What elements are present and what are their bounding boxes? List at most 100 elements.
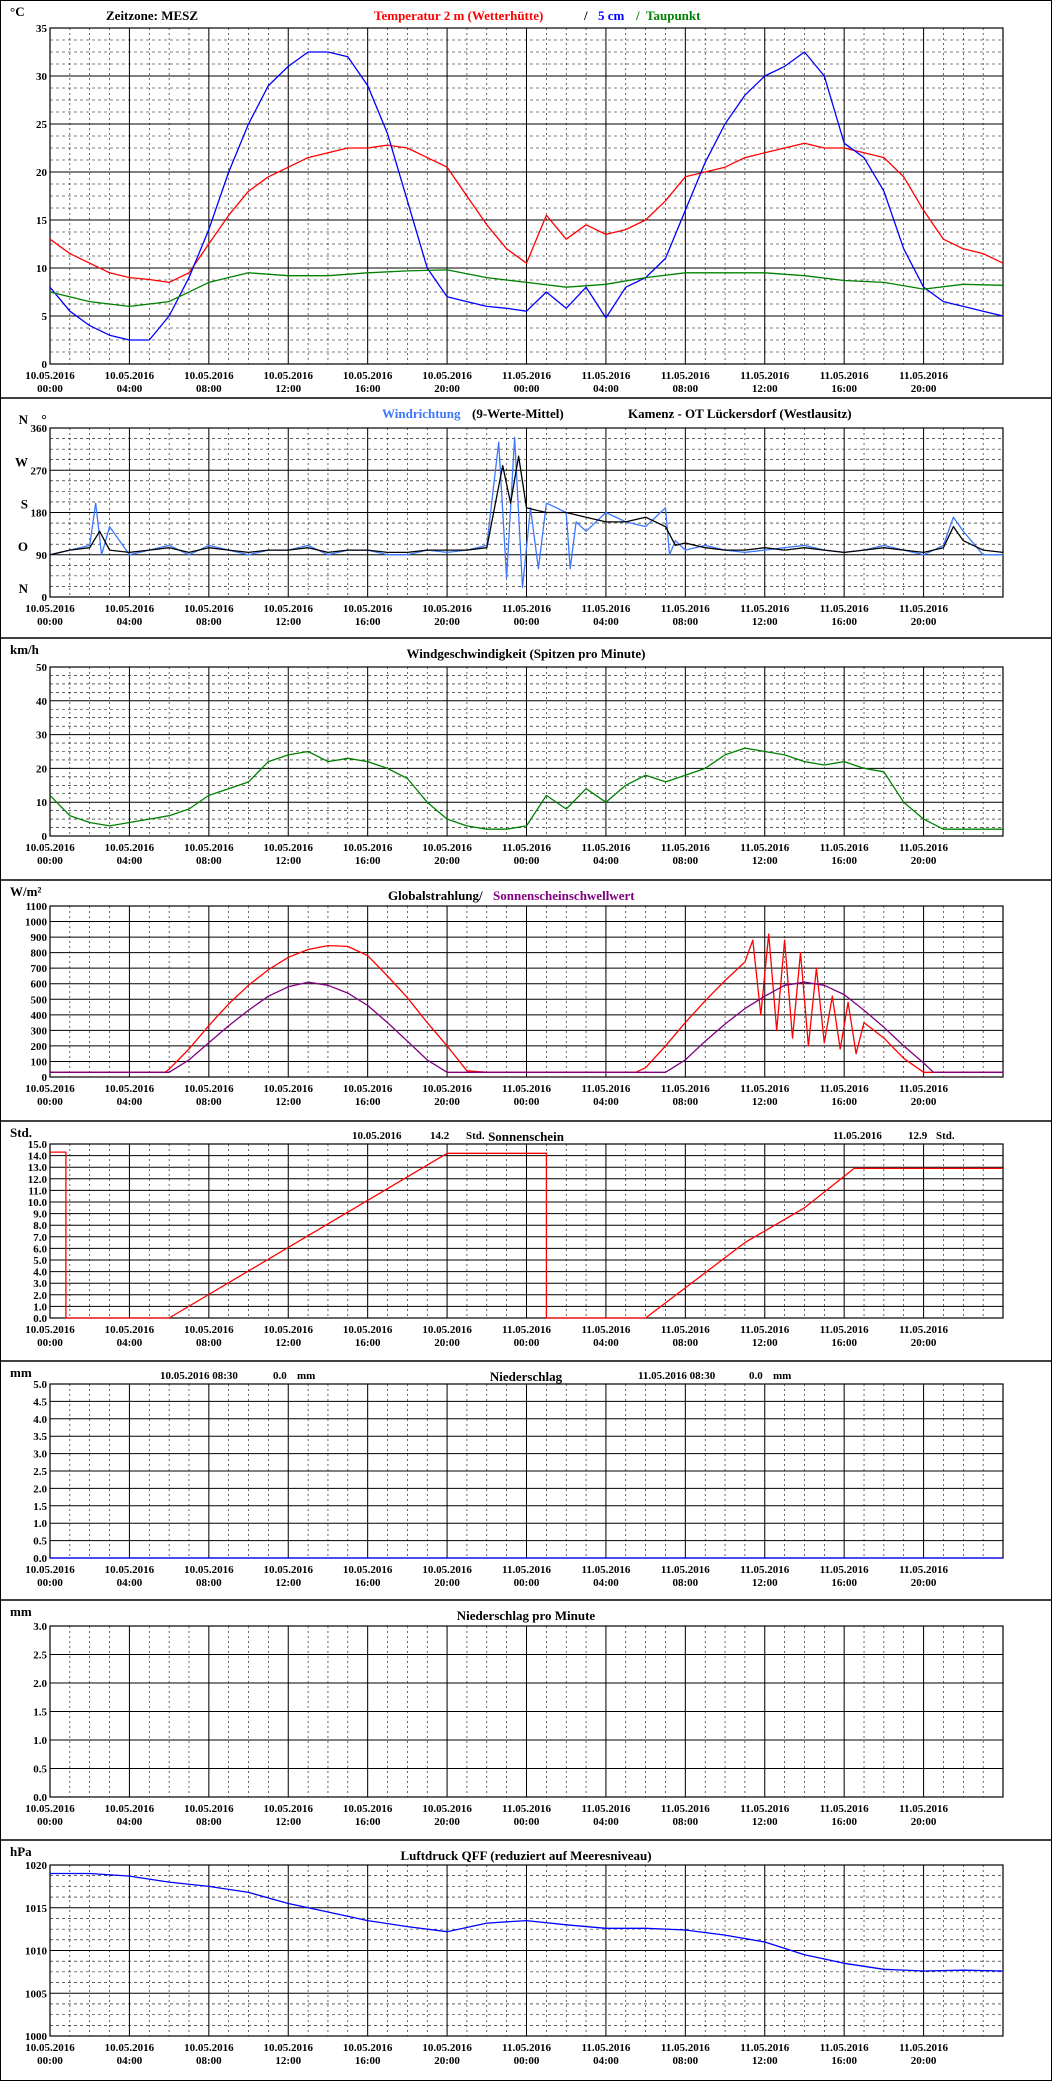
y-tick-label: 1005	[25, 1988, 48, 2000]
x-tick-time: 00:00	[37, 855, 63, 867]
x-tick-time: 04:00	[117, 2055, 143, 2067]
x-tick-date: 10.05.2016	[343, 1324, 393, 1336]
y-tick-label: 180	[31, 508, 48, 520]
x-tick-time: 08:00	[672, 1337, 698, 1349]
direction-label: W	[15, 454, 28, 469]
x-tick-date: 11.05.2016	[899, 842, 948, 854]
x-tick-date: 11.05.2016	[820, 842, 869, 854]
chart-title: Luftdruck QFF (reduziert auf Meeresnivea…	[400, 1848, 651, 1863]
x-tick-date: 10.05.2016	[105, 1564, 155, 1576]
direction-label: N	[19, 581, 29, 596]
y-tick-label: 300	[31, 1025, 48, 1037]
x-tick-time: 16:00	[355, 1096, 381, 1108]
x-tick-date: 10.05.2016	[25, 2042, 75, 2054]
x-tick-time: 00:00	[514, 1337, 540, 1349]
x-tick-date: 10.05.2016	[422, 1083, 472, 1095]
x-tick-time: 16:00	[355, 1337, 381, 1349]
x-tick-time: 20:00	[911, 1577, 937, 1589]
y-tick-label: 9.0	[33, 1209, 47, 1221]
x-tick-date: 10.05.2016	[184, 603, 234, 615]
x-tick-time: 00:00	[37, 1816, 63, 1828]
x-tick-time: 04:00	[117, 855, 143, 867]
x-tick-date: 10.05.2016	[25, 603, 75, 615]
x-tick-date: 10.05.2016	[343, 603, 393, 615]
x-tick-date: 11.05.2016	[581, 1803, 630, 1815]
direction-label: S	[21, 497, 28, 512]
x-tick-date: 10.05.2016	[184, 1083, 234, 1095]
x-tick-time: 04:00	[593, 616, 619, 628]
x-tick-date: 10.05.2016	[422, 603, 472, 615]
x-tick-time: 16:00	[355, 855, 381, 867]
x-tick-date: 10.05.2016	[105, 2042, 155, 2054]
plot-frame	[49, 427, 1004, 598]
x-tick-date: 10.05.2016	[422, 1324, 472, 1336]
x-tick-date: 11.05.2016	[899, 1803, 948, 1815]
y-tick-label: 1015	[25, 1903, 48, 1915]
y-tick-label: 2.0	[33, 1290, 47, 1302]
x-tick-date: 10.05.2016	[422, 842, 472, 854]
x-tick-time: 08:00	[196, 2055, 222, 2067]
chart-title-part: /	[635, 8, 640, 23]
series-line-global_radiation-1	[50, 981, 1003, 1073]
x-tick-date: 11.05.2016	[740, 1564, 789, 1576]
unit-label: hPa	[10, 1844, 32, 1859]
x-tick-date: 10.05.2016	[105, 1324, 155, 1336]
x-tick-date: 11.05.2016	[661, 1803, 710, 1815]
chart-title-part: Globalstrahlung/	[388, 888, 483, 903]
x-tick-date: 10.05.2016	[343, 842, 393, 854]
x-tick-date: 11.05.2016	[899, 370, 948, 382]
x-tick-time: 12:00	[752, 1816, 778, 1828]
x-tick-date: 11.05.2016	[502, 2042, 551, 2054]
y-tick-label: 5.0	[33, 1379, 47, 1391]
x-tick-time: 20:00	[911, 383, 937, 395]
x-tick-date: 11.05.2016	[581, 1324, 630, 1336]
chart-title-part: Sonnenscheinschwellwert	[493, 888, 635, 903]
day-total-unit: Std.	[466, 1130, 485, 1142]
x-tick-date: 11.05.2016	[820, 1083, 869, 1095]
series-line-temperature-0	[49, 142, 1004, 284]
chart-wind_speed: 0102030405010.05.201600:0010.05.201604:0…	[0, 637, 1052, 867]
x-tick-date: 11.05.2016	[740, 603, 789, 615]
y-tick-label: 1.0	[33, 1735, 47, 1747]
plot-frame	[49, 1625, 1004, 1798]
x-tick-time: 12:00	[275, 855, 301, 867]
x-tick-date: 11.05.2016	[502, 603, 551, 615]
x-tick-date: 11.05.2016	[899, 603, 948, 615]
x-tick-time: 04:00	[593, 1816, 619, 1828]
y-tick-label: 12.0	[28, 1174, 48, 1186]
x-tick-date: 11.05.2016	[502, 1083, 551, 1095]
x-tick-time: 08:00	[672, 1096, 698, 1108]
chart-title-part: Taupunkt	[646, 8, 701, 23]
y-tick-label: 200	[31, 1041, 48, 1053]
x-tick-date: 11.05.2016	[740, 2042, 789, 2054]
x-tick-date: 11.05.2016	[661, 1083, 710, 1095]
y-tick-label: 6.0	[33, 1243, 47, 1255]
x-tick-time: 08:00	[672, 855, 698, 867]
x-tick-date: 10.05.2016	[25, 1083, 75, 1095]
x-tick-date: 11.05.2016	[502, 1324, 551, 1336]
chart-title: Globalstrahlung/Sonnenscheinschwellwert	[388, 888, 635, 903]
y-tick-label: 90	[36, 550, 48, 562]
chart-title: Windrichtung (9-Werte-Mittel) Kamenz - OT …	[382, 406, 852, 421]
day-total-unit: mm	[773, 1370, 791, 1382]
x-tick-date: 11.05.2016	[820, 1564, 869, 1576]
x-tick-date: 10.05.2016	[184, 842, 234, 854]
x-tick-date: 10.05.2016	[184, 1803, 234, 1815]
y-tick-label: 1.0	[33, 1301, 47, 1313]
x-tick-date: 11.05.2016	[502, 1803, 551, 1815]
x-tick-date: 11.05.2016	[899, 1324, 948, 1336]
x-tick-time: 08:00	[196, 1816, 222, 1828]
x-tick-date: 10.05.2016	[422, 1803, 472, 1815]
series-line-global_radiation-0	[50, 933, 1003, 1073]
plot-frame	[49, 1864, 1004, 2037]
x-tick-time: 20:00	[911, 855, 937, 867]
chart-title-part: 5 cm	[598, 8, 625, 23]
x-tick-date: 11.05.2016	[502, 1564, 551, 1576]
x-tick-time: 20:00	[434, 1816, 460, 1828]
x-tick-time: 08:00	[196, 1096, 222, 1108]
x-tick-date: 11.05.2016	[502, 842, 551, 854]
x-tick-date: 10.05.2016	[422, 370, 472, 382]
x-tick-time: 08:00	[196, 383, 222, 395]
x-tick-date: 11.05.2016	[820, 603, 869, 615]
